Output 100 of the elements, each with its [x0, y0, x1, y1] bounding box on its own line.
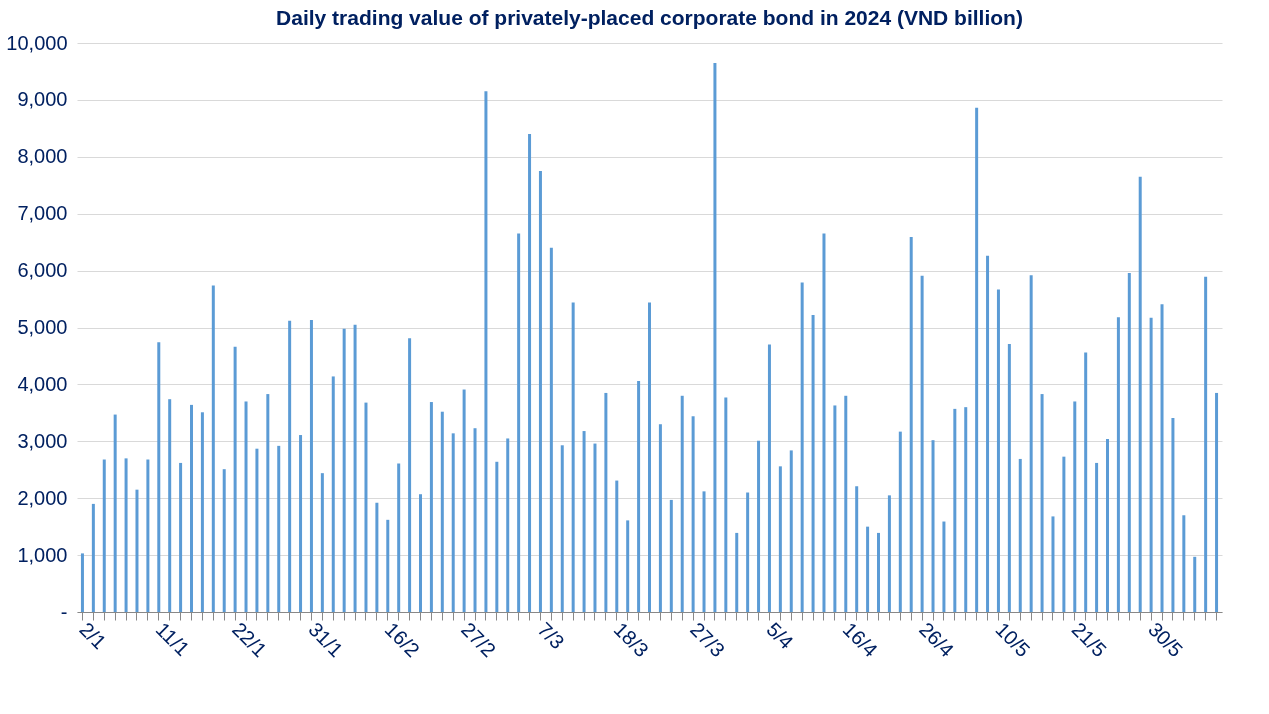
bar — [91, 503, 95, 612]
x-tick-label: 16/4 — [838, 618, 882, 662]
y-tick-label: - — [60, 600, 68, 623]
bar — [713, 62, 717, 612]
bar — [571, 302, 575, 612]
bar — [822, 233, 826, 612]
bar — [124, 458, 128, 612]
y-tick-label: 6,000 — [17, 259, 68, 282]
x-tick-label: 11/1 — [151, 618, 194, 661]
bar — [397, 463, 401, 612]
bar — [1062, 456, 1066, 612]
bar — [211, 285, 215, 612]
bar — [288, 320, 292, 612]
bar — [1029, 275, 1033, 612]
bar — [342, 328, 346, 612]
bar — [942, 521, 946, 612]
bar — [375, 502, 379, 612]
bar — [1171, 417, 1175, 612]
bar — [637, 380, 641, 612]
bar — [909, 237, 913, 612]
x-tick-label: 27/3 — [686, 618, 730, 662]
bar — [844, 395, 848, 612]
bar — [986, 255, 990, 612]
bar — [1073, 401, 1077, 612]
y-tick-label: 9,000 — [17, 88, 68, 111]
x-tick-label: 10/5 — [991, 618, 1035, 662]
bar — [190, 404, 193, 612]
bar — [255, 448, 259, 612]
bar — [626, 520, 630, 612]
bar — [898, 431, 902, 612]
bar — [429, 402, 433, 612]
bar — [735, 532, 739, 612]
x-tick-label: 30/5 — [1144, 618, 1188, 662]
bar — [102, 459, 106, 612]
bar — [386, 519, 390, 612]
bar — [1215, 392, 1219, 612]
bar — [309, 320, 313, 612]
bar — [877, 532, 880, 612]
bar — [931, 440, 935, 612]
bar — [1127, 272, 1131, 612]
x-tick-label: 18/3 — [609, 618, 653, 662]
bar — [680, 395, 684, 612]
bar — [320, 473, 324, 612]
bar — [135, 489, 139, 612]
y-tick-label: 7,000 — [17, 202, 68, 225]
bar — [80, 553, 84, 612]
y-tick-label: 5,000 — [17, 316, 68, 338]
bar — [702, 491, 706, 612]
bar — [1204, 276, 1208, 612]
bar — [866, 526, 870, 612]
bar — [648, 302, 651, 612]
bar — [364, 402, 368, 612]
bar — [451, 433, 455, 612]
bar — [996, 289, 1000, 612]
bar — [1095, 462, 1099, 612]
bar — [1160, 304, 1164, 612]
bar — [168, 399, 172, 612]
bar — [604, 392, 608, 612]
x-tick-label: 16/2 — [380, 618, 424, 662]
bar — [1007, 344, 1011, 612]
bar — [757, 440, 761, 612]
x-tick-label: 2/1 — [75, 618, 111, 654]
bar — [473, 428, 477, 612]
bar — [484, 91, 488, 612]
bar — [222, 469, 226, 612]
bar — [331, 376, 335, 612]
bar — [724, 397, 728, 612]
bar — [691, 416, 695, 612]
bar — [669, 499, 673, 612]
y-tick-label: 1,000 — [17, 543, 68, 566]
bar — [887, 495, 891, 612]
bar — [1018, 458, 1022, 612]
bar — [1051, 516, 1055, 612]
chart-title: Daily trading value of privately-placed corporate bond in 2024 (VND billion) — [276, 6, 1023, 29]
bar — [953, 408, 957, 612]
bar — [440, 411, 444, 612]
bar — [538, 171, 542, 612]
bar — [1084, 352, 1088, 612]
bar — [582, 431, 586, 612]
x-tick-label: 26/4 — [915, 618, 959, 662]
bar — [1193, 556, 1197, 612]
y-tick-label: 8,000 — [17, 145, 68, 168]
bar — [855, 486, 859, 612]
x-tick-label: 5/4 — [762, 618, 798, 654]
bar — [593, 443, 597, 612]
bar — [1182, 515, 1186, 612]
y-tick-label: 2,000 — [17, 486, 68, 509]
bar — [299, 435, 303, 612]
bar — [1040, 394, 1044, 612]
bar — [200, 412, 204, 612]
bar — [157, 342, 161, 612]
y-tick-label: 4,000 — [17, 372, 68, 395]
bar — [179, 462, 183, 612]
bar — [658, 424, 662, 612]
bar — [1116, 317, 1120, 612]
bar — [811, 314, 815, 612]
bar — [506, 438, 510, 612]
bar — [266, 394, 270, 612]
bar — [833, 405, 837, 612]
bar — [408, 338, 412, 612]
